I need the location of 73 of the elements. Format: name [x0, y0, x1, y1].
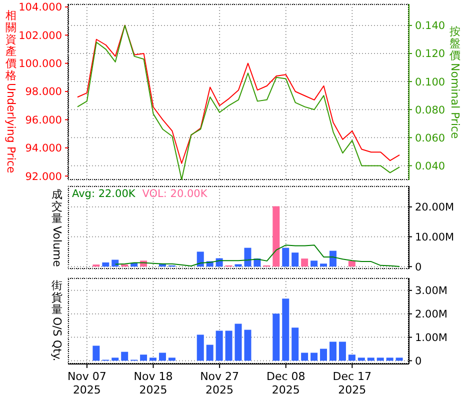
bar [320, 264, 328, 267]
bar [358, 358, 365, 361]
text: Avg: 22.00K [72, 188, 136, 200]
bar [234, 324, 242, 361]
y-axis-title: 街貨量O/S Qty. [50, 279, 64, 362]
bar [301, 352, 308, 361]
x-tick-label: Dec 08 2025 [266, 370, 306, 397]
bar [367, 358, 374, 361]
bar [338, 342, 346, 361]
y-tick-label: 100.000 [18, 58, 62, 70]
bar [244, 330, 252, 361]
bar [130, 263, 138, 267]
y2-axis-title: 按盤價Nominal Price [448, 25, 462, 139]
bar [112, 358, 119, 361]
bar [92, 346, 100, 361]
y-tick-label: 102.000 [18, 30, 62, 42]
bar [292, 252, 299, 267]
bar [272, 206, 280, 267]
y2-tick-label: 0.040 [415, 160, 446, 172]
y-tick-label: 104.000 [18, 2, 62, 14]
y2-tick-label: 0.140 [415, 20, 446, 32]
line-series [114, 244, 400, 268]
bar [225, 330, 232, 361]
y-tick-label: 0 [415, 355, 422, 368]
y2-tick-label: 0.120 [415, 48, 446, 60]
bar [244, 248, 252, 267]
x-tick-label: Nov 07 2025 [67, 370, 106, 397]
y2-tick-label: 0.080 [415, 104, 446, 116]
bar [196, 334, 204, 361]
y-tick-label: 96.000 [25, 114, 62, 126]
bar [234, 264, 242, 267]
y-tick-label: 10.00M [415, 231, 454, 244]
bar [272, 314, 280, 361]
bar [386, 358, 394, 361]
y-tick-label: 98.000 [25, 86, 62, 98]
bar [310, 260, 318, 267]
bar [112, 260, 119, 267]
bar [396, 358, 403, 361]
bar [348, 354, 356, 361]
bar [196, 252, 204, 267]
y-tick-label: 1.00M [415, 332, 448, 344]
bar [282, 298, 290, 361]
bar [329, 250, 336, 267]
bar [158, 352, 166, 361]
bar [206, 344, 214, 361]
y-axis-title: 相關資產價格Underlying Price [4, 9, 18, 174]
y-tick-label: 20.00M [415, 202, 454, 214]
bar [121, 352, 128, 361]
text: VOL: 20.00K [142, 188, 208, 200]
bar [292, 328, 299, 361]
bar [150, 358, 157, 361]
y-tick-label: 3.00M [415, 285, 448, 298]
bar [320, 348, 328, 361]
y-axis-title: 成交量Volume [50, 188, 64, 266]
bar [102, 262, 110, 267]
bar [310, 352, 318, 361]
y-tick-label: 2.00M [415, 308, 448, 321]
y-tick-label: 0 [415, 261, 422, 274]
x-tick-label: Nov 27 2025 [200, 370, 240, 397]
y2-tick-label: 0.060 [415, 132, 446, 144]
y-tick-label: 92.000 [25, 170, 62, 183]
bar [348, 260, 356, 267]
x-tick-label: Nov 18 2025 [134, 370, 173, 397]
bar [329, 342, 336, 361]
y-tick-label: 94.000 [25, 142, 62, 155]
bar [168, 358, 176, 361]
bar [282, 248, 290, 267]
bar [140, 354, 148, 361]
bar [376, 358, 384, 361]
bar [216, 330, 223, 361]
x-tick-label: Dec 17 2025 [332, 370, 372, 397]
bar [301, 258, 308, 267]
y2-tick-label: 0.100 [415, 76, 446, 88]
